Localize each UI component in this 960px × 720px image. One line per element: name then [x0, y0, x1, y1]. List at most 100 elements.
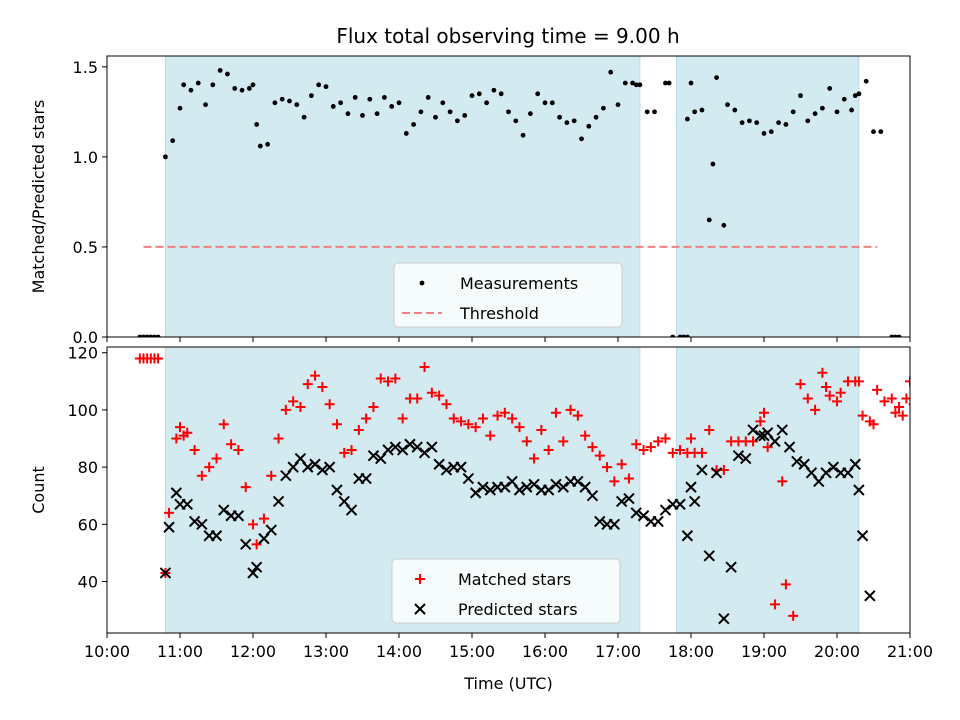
measurement-point [622, 80, 628, 86]
x-tick-label: 14:00 [376, 642, 422, 661]
measurement-point [714, 75, 719, 81]
matched-star-point [251, 539, 262, 550]
measurement-point [549, 100, 555, 106]
matched-star-point [594, 450, 605, 461]
matched-star-point [441, 399, 452, 410]
x-tick-label: 21:00 [887, 642, 933, 661]
measurement-point [827, 86, 833, 91]
predicted-star-point [688, 495, 701, 508]
predicted-star-point [827, 461, 840, 473]
measurement-point [141, 334, 146, 337]
matched-star-point [397, 413, 408, 424]
x-tick-label: 11:00 [157, 642, 203, 661]
measurement-point [783, 122, 789, 127]
predicted-star-point [703, 550, 715, 562]
matched-star-point [175, 422, 185, 433]
predicted-star-point [542, 484, 555, 496]
matched-star-point [616, 459, 627, 470]
matched-star-point [821, 382, 832, 393]
x-tick-label: 20:00 [814, 642, 860, 661]
measurement-point [396, 100, 402, 106]
y-tick-label: 1.5 [73, 58, 98, 77]
matched-star-point [704, 424, 715, 435]
measurement-point [798, 93, 803, 99]
matched-star-point [171, 433, 182, 444]
matched-star-point [550, 407, 561, 418]
measurement-point [637, 82, 643, 88]
matched-star-point [302, 379, 313, 390]
measurement-point [403, 131, 409, 136]
x-tick-label: 16:00 [522, 642, 568, 661]
matched-star-point [638, 444, 649, 455]
matched-star-point [434, 390, 445, 401]
measurement-point [725, 102, 730, 108]
predicted-star-point [411, 441, 423, 453]
predicted-star-point [856, 530, 869, 542]
measurement-point [878, 129, 884, 135]
predicted-star-point [623, 492, 635, 505]
measurement-point [663, 80, 668, 86]
matched-star-point [927, 577, 937, 587]
matched-star-point [762, 442, 773, 453]
measurement-point [593, 114, 599, 120]
predicted-star-point [550, 478, 562, 490]
measurement-point [210, 82, 216, 88]
y-tick-label: 100 [67, 401, 98, 420]
predicted-star-point [250, 561, 263, 573]
predicted-star-point [239, 538, 252, 551]
measurement-point [411, 122, 416, 127]
predicted-star-point [521, 481, 533, 493]
predicted-star-point [469, 487, 482, 499]
predicted-star-point [637, 510, 650, 522]
measurement-point [338, 100, 343, 106]
predicted-star-point [418, 447, 431, 459]
measurement-point [557, 114, 562, 120]
measurement-point [739, 120, 745, 126]
matched-star-point [890, 407, 901, 418]
matched-star-point [587, 442, 598, 453]
measurement-point [217, 68, 223, 73]
matched-star-point [310, 370, 321, 381]
predicted-star-point [433, 458, 445, 470]
matched-star-point [817, 367, 828, 378]
measurement-point [239, 87, 245, 93]
matched-star-point [788, 610, 799, 621]
plot-area [137, 68, 902, 337]
matched-star-point [755, 416, 766, 427]
legend-label: Matched stars [458, 570, 571, 589]
measurement-point [564, 120, 570, 126]
measurement-point [469, 93, 475, 99]
matched-star-point [361, 413, 372, 424]
matched-star-point [558, 436, 569, 447]
measurement-point [684, 116, 690, 122]
measurement-point [330, 104, 336, 109]
predicted-star-point [389, 441, 402, 453]
predicted-star-point [477, 481, 489, 493]
matched-star-point [164, 507, 175, 518]
predicted-star-point [710, 467, 723, 479]
predicted-star-point [740, 452, 752, 465]
measurement-point [257, 143, 263, 149]
measurement-point [615, 102, 621, 108]
matched-star-point [456, 416, 467, 427]
predicted-star-point [586, 490, 599, 502]
matched-star-point [660, 433, 671, 444]
measurement-point [462, 113, 468, 118]
measurement-point [203, 102, 208, 108]
matched-star-point [609, 476, 620, 487]
matched-star-point [868, 419, 879, 430]
matched-star-point [623, 473, 634, 484]
matched-star-point [667, 447, 678, 458]
matched-star-point [153, 353, 164, 364]
measurement-point [425, 95, 431, 100]
x-tick-label: 10:00 [84, 642, 130, 661]
measurement-point [834, 109, 840, 115]
matched-star-point [872, 384, 883, 395]
predicted-star-point [396, 444, 409, 456]
predicted-star-point [864, 590, 876, 602]
observing-interval [675, 346, 860, 634]
measurement-point [367, 96, 373, 102]
measurement-point [852, 93, 858, 99]
measurement-point [389, 104, 395, 109]
predicted-star-point [404, 438, 416, 450]
